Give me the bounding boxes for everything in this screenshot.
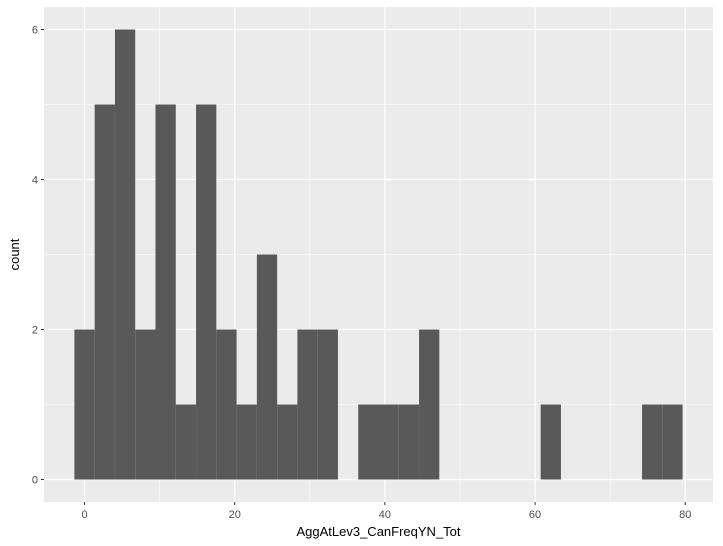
histogram-bar [642,404,663,480]
histogram-bar [297,329,318,480]
y-axis: 0 2 4 6 [32,25,44,487]
histogram-bar [358,404,379,480]
x-axis: 0 20 40 60 80 [81,502,691,521]
histogram-bar [135,329,156,480]
histogram-bar [114,29,136,480]
histogram-bar [277,404,298,480]
histogram-bar [398,404,420,480]
minor-gridlines [44,7,713,502]
y-tick-label: 0 [32,475,38,487]
histogram-bar [256,254,278,480]
x-tick-label: 0 [81,509,87,521]
y-axis-title: count [7,238,22,270]
histogram-bar [196,104,217,480]
x-tick-label: 60 [529,509,541,521]
histogram-bar [216,329,237,480]
histogram-bar [662,404,683,480]
y-tick-label: 4 [32,175,38,187]
histogram-bar [74,329,95,480]
x-tick-label: 80 [679,509,691,521]
y-tick-label: 6 [32,25,38,37]
histogram-bar [419,329,440,480]
histogram-bar [540,404,561,480]
histogram-bar [317,329,338,480]
y-tick-label: 2 [32,325,38,337]
histogram-bar [155,104,176,480]
histogram-bar [175,404,197,480]
histogram-bar [378,404,399,480]
x-tick-label: 40 [379,509,391,521]
histogram-bars [74,29,683,480]
x-tick-label: 20 [229,509,241,521]
x-axis-title: AggAtLev3_CanFreqYN_Tot [296,524,460,539]
histogram-bar [94,104,115,480]
histogram-bar [236,404,257,480]
